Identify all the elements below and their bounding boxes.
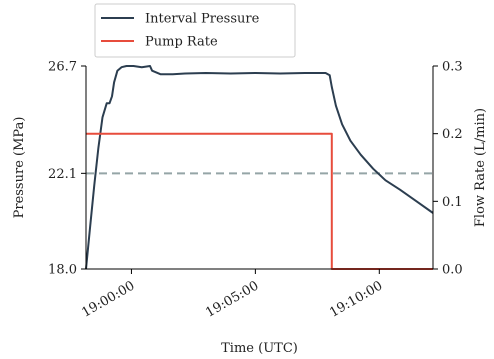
legend: Interval Pressure Pump Rate: [94, 3, 296, 58]
series-line-interval-pressure: [85, 65, 434, 270]
legend-label-pump-rate: Pump Rate: [145, 35, 218, 50]
y-right-tick-label: 0.1: [442, 195, 463, 210]
y-right-tick-label: 0.3: [442, 60, 463, 75]
x-tick-label: 19:10:00: [327, 278, 385, 320]
left-y-axis-title: Pressure (MPa): [12, 117, 27, 219]
legend-label-interval-pressure: Interval Pressure: [145, 12, 260, 27]
x-axis-title: Time (UTC): [221, 341, 298, 356]
y-right-tick-label: 0.2: [442, 127, 463, 142]
legend-box: [94, 3, 296, 58]
y-right-tick-label: 0.0: [442, 263, 463, 278]
y-left-tick-label: 22.1: [48, 167, 77, 182]
y-left-tick-label: 26.7: [48, 60, 77, 75]
right-y-axis-title: Flow Rate (L/min): [473, 108, 488, 227]
series-layer: [85, 65, 434, 270]
y-left-tick-label: 18.0: [48, 263, 77, 278]
series-line-pump-rate: [86, 132, 433, 270]
x-tick-label: 19:05:00: [203, 278, 261, 320]
x-tick-label: 19:00:00: [79, 278, 137, 320]
